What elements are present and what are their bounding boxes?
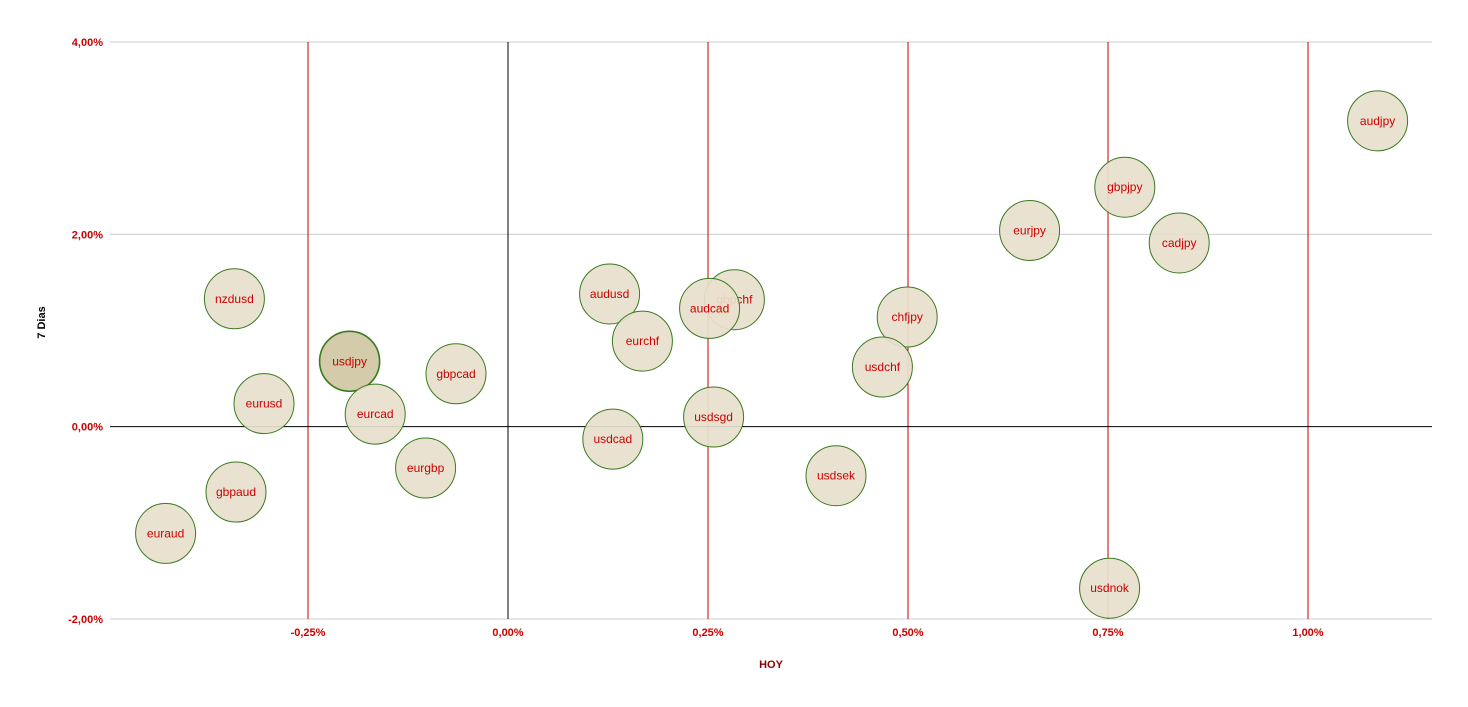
bubble-circle <box>876 286 938 348</box>
bubble-usdsgd: usdsgd <box>683 386 745 448</box>
bubble-circle <box>805 445 867 507</box>
bubble-audusd: audusd <box>579 263 641 325</box>
x-tick-label: 1,00% <box>1292 627 1323 639</box>
bubble-label: eurjpy <box>1013 223 1046 237</box>
bubble-circle <box>851 336 913 398</box>
bubble-eurjpy: eurjpy <box>999 199 1061 261</box>
bubble-circle <box>318 330 381 393</box>
bubble-label: eurchf <box>626 334 660 348</box>
bubble-label: audusd <box>590 287 629 301</box>
gridlines <box>110 41 1432 620</box>
bubble-gbpcad: gbpcad <box>425 343 487 405</box>
bubble-label: nzdusd <box>215 292 254 306</box>
bubbles: audjpy gbpjpy cadjpy eurjpy nzdusd audusd gbpc… <box>135 90 1409 619</box>
y-axis-label: 7 Dias <box>36 306 48 338</box>
y-axis-ticks: 4,00% 2,00% 0,00% -2,00% <box>68 37 103 626</box>
y-tick-label: 2,00% <box>72 229 103 241</box>
bubble-label: audcad <box>690 301 729 315</box>
bubble-label: audjpy <box>1360 114 1395 128</box>
bubble-label: eurusd <box>246 397 283 411</box>
bubble-usdsek: usdsek <box>805 445 867 507</box>
bubble-circle <box>205 461 267 523</box>
bubble-usdchf: usdchf <box>851 336 913 398</box>
bubble-circle <box>611 310 673 372</box>
bubble-eurcad: eurcad <box>344 383 406 445</box>
bubble-circle <box>344 383 406 445</box>
bubble-usdnok: usdnok <box>1079 557 1141 619</box>
bubble-label: usdnok <box>1090 581 1130 595</box>
y-tick-label: -2,00% <box>68 614 103 626</box>
bubble-circle <box>1094 156 1156 218</box>
bubble-label: cadjpy <box>1162 236 1197 250</box>
y-tick-label: 4,00% <box>72 37 103 49</box>
bubble-circle <box>579 263 641 325</box>
bubble-circle <box>582 408 644 470</box>
bubble-circle <box>203 268 265 330</box>
bubble-usdcad: usdcad <box>582 408 644 470</box>
bubble-circle <box>135 502 197 564</box>
y-tick-label: 0,00% <box>72 422 103 434</box>
bubble-eurgbp: eurgbp <box>395 437 457 499</box>
bubble-nzdusd: nzdusd <box>203 268 265 330</box>
bubble-eurchf: eurchf <box>611 310 673 372</box>
bubble-circle <box>233 373 295 435</box>
bubble-label: gbpcad <box>436 367 475 381</box>
bubble-usdjpy: usdjpy <box>318 330 381 393</box>
x-axis-ticks: -0,25% 0,00% 0,25% 0,50% 0,75% 1,00% <box>291 627 1324 639</box>
bubble-circle <box>425 343 487 405</box>
bubble-circle <box>1079 557 1141 619</box>
bubble-audjpy: audjpy <box>1347 90 1409 152</box>
bubble-label: euraud <box>147 526 184 540</box>
bubble-label: usdsgd <box>694 410 733 424</box>
bubble-circle <box>1148 212 1210 274</box>
bubble-gbpjpy: gbpjpy <box>1094 156 1156 218</box>
x-tick-label: 0,00% <box>492 627 523 639</box>
bubble-circle <box>395 437 457 499</box>
bubble-label: gbpaud <box>216 485 256 499</box>
x-tick-label: -0,25% <box>291 627 326 639</box>
bubble-label: usdcad <box>593 432 632 446</box>
bubble-chfjpy: chfjpy <box>876 286 938 348</box>
bubble-cadjpy: cadjpy <box>1148 212 1210 274</box>
vertical-reference-lines <box>307 42 1309 619</box>
bubble-label: usdjpy <box>332 354 367 368</box>
x-tick-label: 0,50% <box>892 627 923 639</box>
bubble-audcad: audcad <box>679 277 741 339</box>
bubble-circle <box>683 386 745 448</box>
bubble-label: usdchf <box>865 360 901 374</box>
x-axis-label: HOY <box>759 659 784 671</box>
bubble-circle <box>679 277 741 339</box>
bubble-gbpaud: gbpaud <box>205 461 267 523</box>
bubble-label: eurcad <box>357 407 394 421</box>
bubble-label: gbpjpy <box>1107 180 1142 194</box>
x-tick-label: 0,25% <box>692 627 723 639</box>
bubble-label: usdsek <box>817 469 856 483</box>
bubble-circle <box>1347 90 1409 152</box>
zero-lines <box>110 42 1432 619</box>
bubble-label: eurgbp <box>407 461 445 475</box>
x-tick-label: 0,75% <box>1092 627 1123 639</box>
bubble-euraud: euraud <box>135 502 197 564</box>
bubble-label: chfjpy <box>892 310 923 324</box>
bubble-circle <box>999 199 1061 261</box>
bubble-eurusd: eurusd <box>233 373 295 435</box>
